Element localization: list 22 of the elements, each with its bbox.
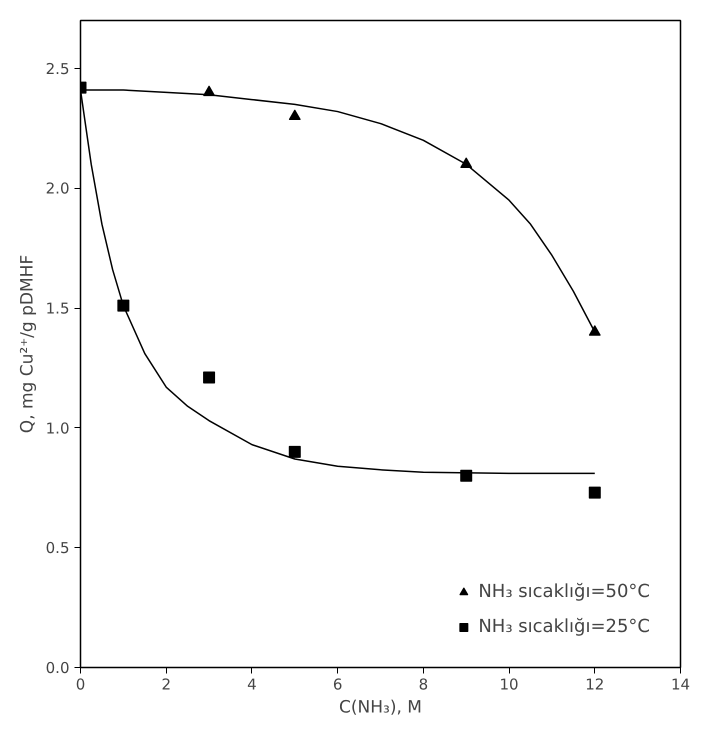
y-tick-label: 2.5 bbox=[46, 60, 70, 78]
point bbox=[288, 110, 301, 120]
point bbox=[288, 446, 301, 458]
x-tick-label: 10 bbox=[500, 676, 519, 694]
y-tick-label: 0.5 bbox=[46, 539, 70, 558]
legend-label: NH₃ sıcaklığı=25°C bbox=[478, 616, 650, 637]
x-tick-label: 0 bbox=[76, 676, 86, 694]
point bbox=[203, 372, 216, 384]
y-tick-label: 1.5 bbox=[46, 300, 70, 318]
x-tick-label: 14 bbox=[670, 676, 690, 694]
x-tick-label: 8 bbox=[418, 676, 428, 694]
x-axis-title: C(NH₃), M bbox=[339, 698, 422, 718]
x-tick-label: 2 bbox=[161, 676, 171, 694]
x-tick-label: 4 bbox=[247, 676, 257, 694]
x-tick-label: 6 bbox=[332, 676, 342, 694]
legend-label: NH₃ sıcaklığı=50°C bbox=[478, 581, 650, 602]
point bbox=[588, 486, 601, 499]
y-tick-label: 2.0 bbox=[46, 180, 70, 198]
y-tick-label: 1.0 bbox=[46, 419, 70, 438]
y-axis-title: Q, mg Cu²⁺/g pDMHF bbox=[18, 254, 38, 434]
y-tick-label: 0.0 bbox=[46, 659, 70, 677]
x-tick-label: 12 bbox=[585, 676, 604, 694]
